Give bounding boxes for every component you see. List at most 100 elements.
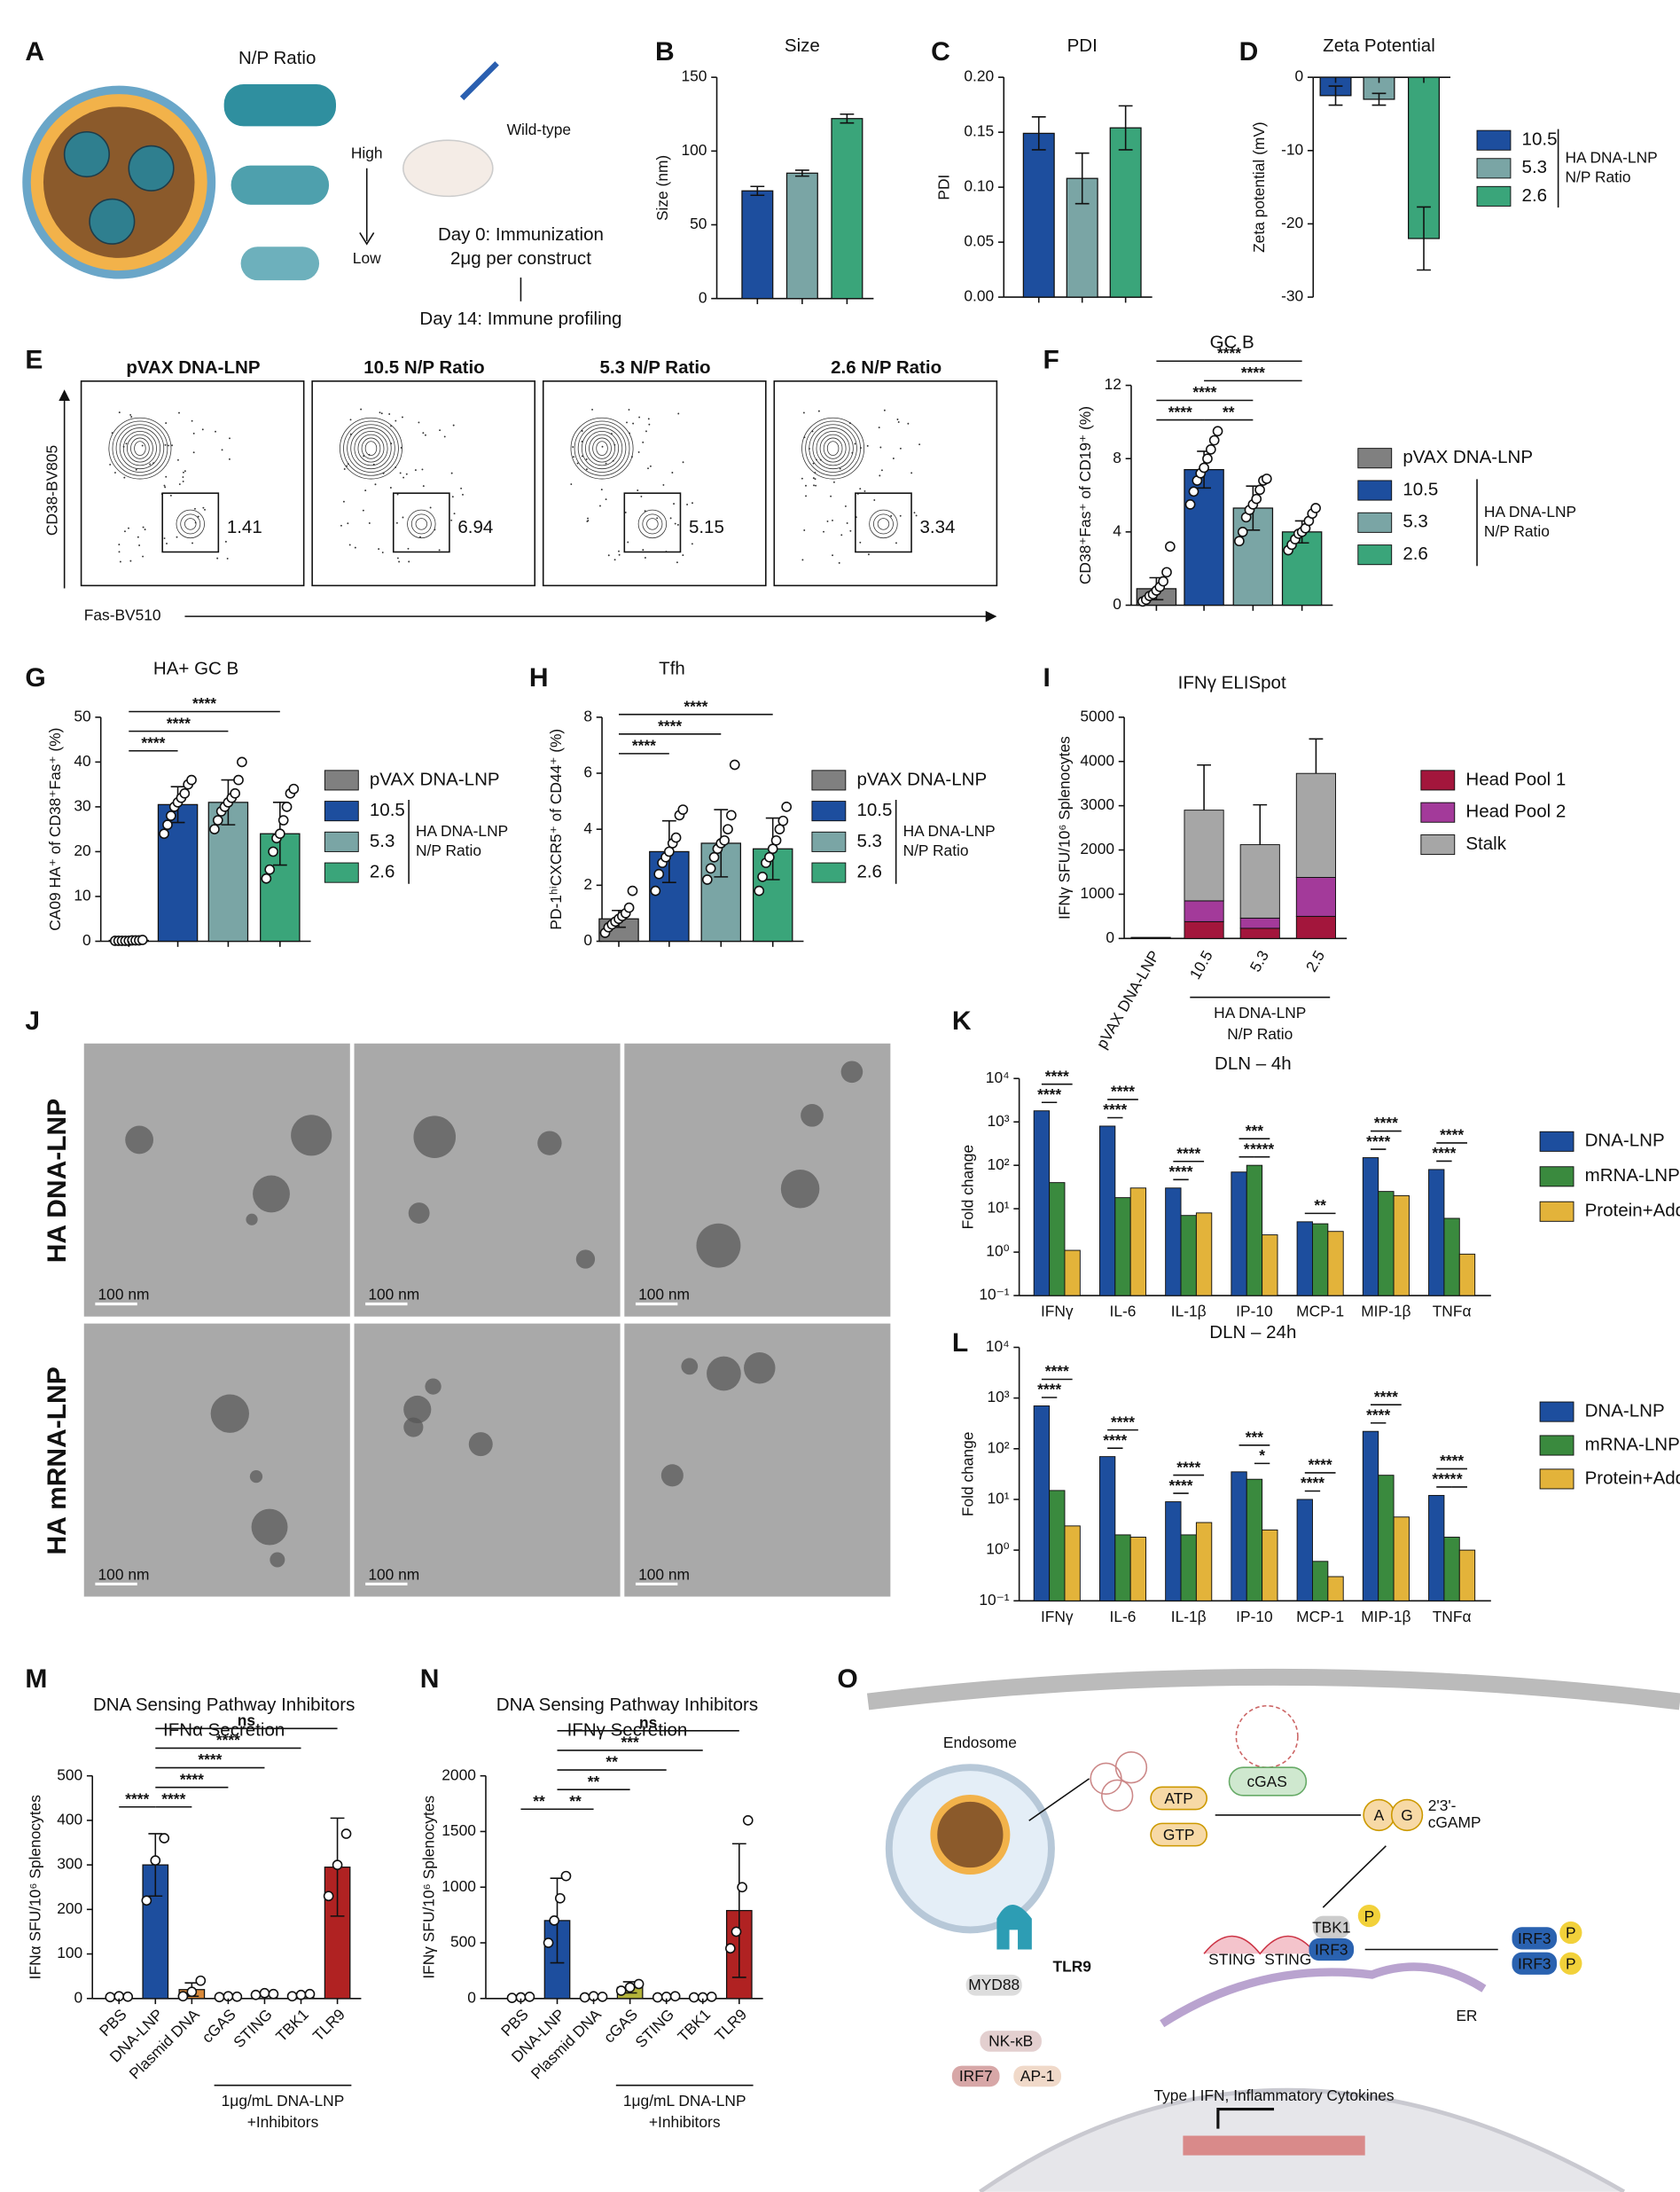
y-tick-label: 10 (74, 887, 90, 904)
data-point (214, 1992, 225, 2003)
significance-label: **** (1037, 1381, 1061, 1398)
bar (1262, 1529, 1278, 1601)
contour (112, 420, 168, 476)
event-dot (644, 510, 646, 513)
contour (347, 424, 395, 473)
y-tick-label: 0.15 (964, 122, 994, 140)
contour (176, 509, 205, 539)
event-dot (671, 472, 674, 474)
particle (246, 1213, 258, 1225)
bar (1033, 1110, 1051, 1296)
chart-title: IFNα Secretion (163, 1720, 285, 1741)
bar (1443, 1537, 1460, 1601)
legend-label: Protein+Addavax (1585, 1468, 1680, 1488)
legend-label: 10.5 (856, 800, 892, 820)
legend-group-label: HA DNA-LNP (1484, 503, 1576, 521)
event-dot (890, 514, 893, 517)
data-point (597, 1992, 608, 2002)
event-dot (182, 480, 184, 482)
significance-label: ** (588, 1773, 600, 1790)
legend-swatch (1539, 1166, 1575, 1187)
event-dot (591, 408, 594, 411)
data-point (701, 874, 713, 885)
data-point (281, 802, 293, 812)
event-dot (866, 444, 869, 447)
event-dot (607, 554, 610, 557)
bar (1165, 1187, 1182, 1296)
event-dot (863, 489, 866, 492)
y-tick-label: 10⁻¹ (979, 1591, 1009, 1609)
plot-title: 2.6 N/P Ratio (831, 357, 942, 378)
event-dot (164, 443, 167, 446)
label: NK-κB (988, 2032, 1033, 2049)
particle (403, 1395, 432, 1424)
bar (1180, 1534, 1197, 1601)
data-point (757, 872, 768, 882)
data-point (1234, 536, 1245, 547)
chart-title: DNA Sensing Pathway Inhibitors (496, 1695, 758, 1715)
y-tick-label: 10⁻¹ (979, 1286, 1009, 1303)
event-dot (880, 469, 883, 472)
label: Wild-type (507, 121, 571, 138)
bar (1393, 1516, 1410, 1601)
contour (873, 513, 894, 535)
data-point (259, 1987, 270, 1999)
event-dot (129, 560, 132, 562)
data-point (1188, 486, 1199, 497)
legend-swatch (1476, 158, 1512, 179)
data-point (615, 1985, 627, 1996)
event-dot (400, 447, 402, 449)
legend-label: Stalk (1465, 834, 1506, 854)
event-dot (163, 484, 166, 487)
legend-swatch (324, 862, 359, 883)
error-bar (794, 169, 809, 177)
event-dot (360, 408, 363, 411)
event-dot (599, 505, 601, 507)
event-dot (805, 484, 807, 487)
label: IRF7 (959, 2067, 993, 2085)
gate-value: 6.94 (457, 517, 493, 537)
event-dot (374, 483, 377, 486)
legend-swatch (324, 770, 359, 791)
gate (623, 492, 682, 553)
dna (1090, 1762, 1122, 1796)
event-dot (201, 428, 204, 431)
event-dot (164, 486, 167, 489)
event-dot (381, 552, 384, 553)
event-dot (122, 445, 125, 448)
event-dot (805, 495, 807, 497)
bar (1231, 1171, 1247, 1296)
event-dot (226, 557, 229, 560)
bar-segment (1184, 920, 1224, 939)
data-point (763, 851, 775, 863)
data-point (731, 1926, 742, 1938)
y-tick-label: 0.05 (964, 232, 994, 250)
event-dot (605, 498, 607, 501)
event-dot (627, 541, 629, 544)
data-point (729, 759, 740, 771)
significance-label: **** (1309, 1456, 1332, 1474)
error-bar (840, 113, 855, 124)
event-dot (142, 555, 145, 558)
event-dot (839, 467, 841, 470)
event-dot (379, 411, 381, 414)
legend-swatch (811, 862, 847, 883)
x-tick-label: pVAX DNA-LNP (1092, 947, 1162, 1052)
event-dot (169, 494, 172, 497)
event-dot (618, 553, 621, 556)
event-dot (630, 456, 633, 458)
panel-label: O (837, 1664, 857, 1694)
panel-label: J (25, 1006, 40, 1036)
data-point (633, 1978, 645, 1990)
flow-plot (311, 380, 536, 587)
y-tick-label: 0 (699, 288, 707, 306)
legend-label: 5.3 (370, 831, 395, 851)
error-bar (750, 185, 765, 197)
legend-swatch (1357, 512, 1393, 533)
x-tick-label: TBK1 (272, 2005, 312, 2045)
contour (115, 424, 165, 473)
data-point (1261, 474, 1272, 484)
chart-title: Size (785, 35, 820, 56)
event-dot (118, 544, 121, 546)
data-point (264, 864, 276, 875)
